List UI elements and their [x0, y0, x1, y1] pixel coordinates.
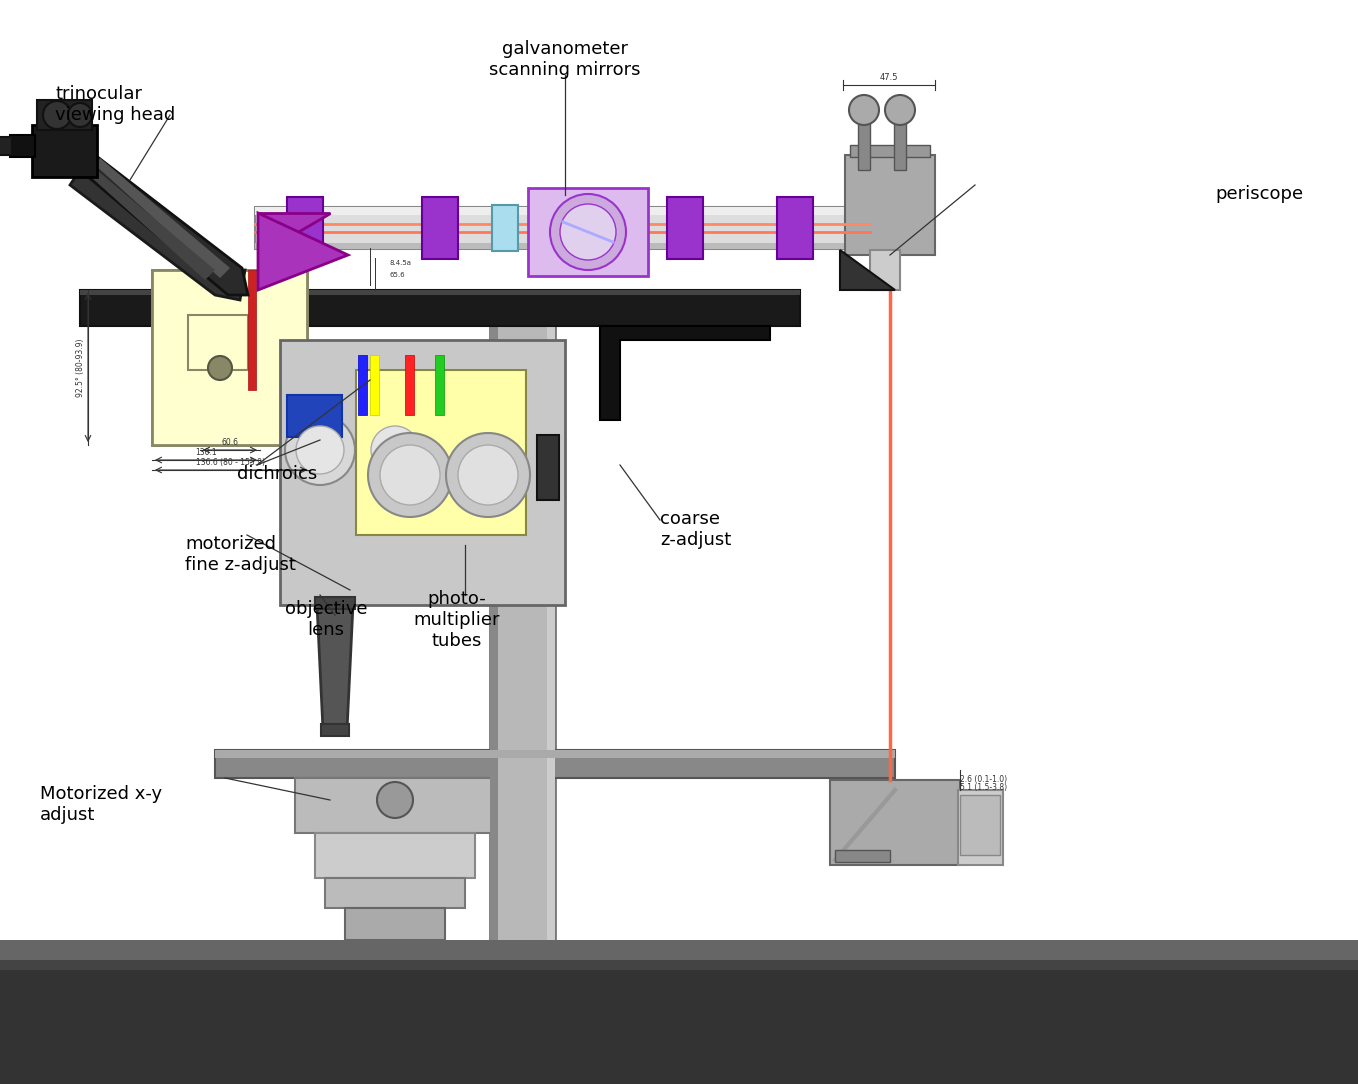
Bar: [490, 291, 555, 940]
Bar: [405, 354, 414, 415]
Bar: [10, 136, 35, 157]
Text: 8.4.5a: 8.4.5a: [390, 260, 411, 266]
Text: periscope: periscope: [1215, 185, 1304, 203]
Polygon shape: [258, 212, 330, 255]
Text: 47.5: 47.5: [880, 73, 898, 82]
Circle shape: [43, 101, 71, 129]
Bar: [287, 197, 323, 259]
Text: 130.1: 130.1: [196, 448, 217, 457]
Circle shape: [559, 204, 617, 260]
Polygon shape: [841, 250, 895, 291]
Bar: [0, 940, 1358, 1084]
Bar: [858, 120, 870, 170]
Circle shape: [445, 433, 530, 517]
Polygon shape: [600, 326, 770, 420]
Text: 136.6 (80 - 155.9): 136.6 (80 - 155.9): [196, 459, 265, 467]
Circle shape: [360, 415, 430, 485]
Bar: [845, 155, 936, 255]
Bar: [492, 205, 517, 251]
Bar: [295, 778, 496, 833]
Circle shape: [285, 415, 354, 485]
Bar: [894, 120, 906, 170]
Circle shape: [550, 194, 626, 270]
Bar: [359, 354, 367, 415]
Text: motorized
fine z-adjust: motorized fine z-adjust: [185, 535, 296, 573]
Bar: [498, 291, 547, 940]
Bar: [490, 291, 498, 940]
Bar: [356, 370, 526, 535]
Bar: [830, 780, 960, 865]
Bar: [287, 395, 342, 437]
Bar: [33, 125, 96, 177]
Bar: [280, 340, 565, 605]
Polygon shape: [95, 158, 230, 278]
Polygon shape: [316, 605, 353, 730]
Bar: [369, 354, 379, 415]
Bar: [249, 270, 257, 390]
Circle shape: [68, 103, 92, 127]
Bar: [255, 243, 870, 249]
Text: photo-
multiplier
tubes: photo- multiplier tubes: [414, 590, 500, 649]
Bar: [0, 137, 12, 155]
Bar: [215, 750, 895, 758]
Text: objective
lens: objective lens: [285, 601, 367, 638]
Bar: [536, 435, 559, 500]
Bar: [345, 908, 445, 940]
Bar: [255, 207, 870, 215]
Bar: [325, 878, 464, 908]
Bar: [835, 850, 889, 862]
Text: galvanometer
scanning mirrors: galvanometer scanning mirrors: [489, 40, 641, 79]
Text: 92.5° (80-93.9): 92.5° (80-93.9): [76, 338, 84, 397]
Polygon shape: [258, 212, 348, 291]
Bar: [80, 291, 800, 295]
Bar: [547, 291, 555, 940]
Bar: [37, 100, 92, 130]
Text: trinocular
viewing head: trinocular viewing head: [56, 85, 175, 124]
Bar: [152, 270, 307, 446]
Bar: [667, 197, 703, 259]
Polygon shape: [80, 160, 215, 280]
Text: dichroics: dichroics: [238, 465, 318, 483]
Circle shape: [849, 95, 879, 125]
Bar: [960, 795, 999, 855]
Polygon shape: [152, 270, 307, 446]
Text: 65.6: 65.6: [390, 272, 406, 278]
Circle shape: [378, 782, 413, 818]
Text: 5.1 (1.5-3.8): 5.1 (1.5-3.8): [960, 783, 1008, 792]
Circle shape: [296, 426, 344, 474]
Bar: [957, 790, 1004, 865]
Text: 60.6: 60.6: [221, 438, 239, 447]
Circle shape: [371, 426, 420, 474]
Circle shape: [458, 446, 517, 505]
Circle shape: [368, 433, 452, 517]
Bar: [870, 250, 900, 291]
Polygon shape: [75, 155, 249, 295]
Bar: [187, 315, 249, 370]
Bar: [0, 960, 1358, 970]
Bar: [315, 833, 475, 878]
Bar: [422, 197, 458, 259]
Bar: [315, 597, 354, 609]
Bar: [215, 750, 895, 778]
Bar: [435, 354, 444, 415]
Circle shape: [885, 95, 915, 125]
Bar: [528, 188, 648, 276]
Circle shape: [380, 446, 440, 505]
Text: Motorized x-y
adjust: Motorized x-y adjust: [39, 785, 162, 824]
Text: 2.6 (0.1-1.0): 2.6 (0.1-1.0): [960, 775, 1008, 784]
Bar: [777, 197, 813, 259]
Bar: [255, 207, 870, 249]
Polygon shape: [71, 170, 244, 300]
Bar: [850, 145, 930, 157]
Bar: [80, 291, 800, 326]
Circle shape: [208, 356, 232, 380]
Text: coarse
z-adjust: coarse z-adjust: [660, 509, 731, 549]
Bar: [0, 940, 1358, 960]
Bar: [320, 724, 349, 736]
